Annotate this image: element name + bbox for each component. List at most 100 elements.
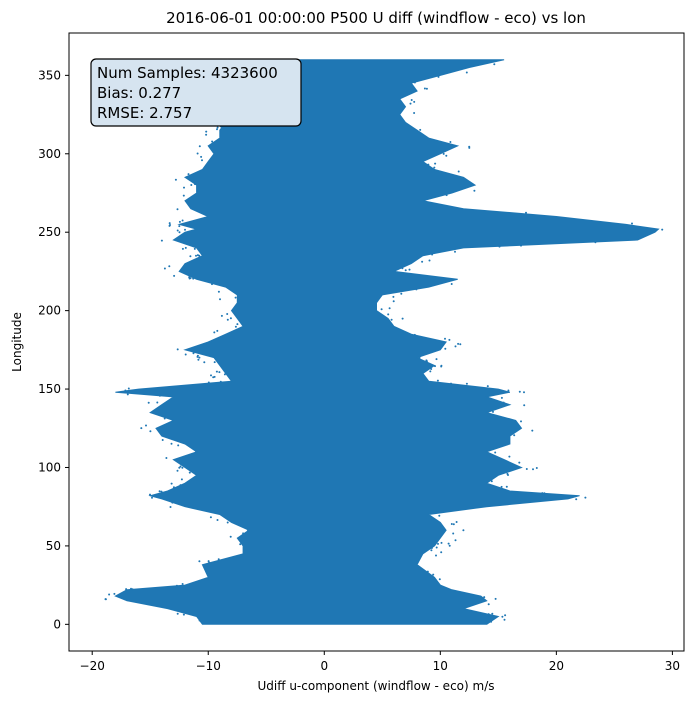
scatter-point — [486, 385, 489, 388]
scatter-point — [172, 486, 175, 489]
scatter-point — [193, 247, 196, 250]
scatter-point — [449, 141, 452, 143]
scatter-point — [171, 501, 174, 504]
scatter-point — [487, 603, 490, 606]
scatter-point — [195, 254, 197, 257]
y-ticks: 0 50 100 150 200 250 300 350 — [38, 68, 69, 631]
scatter-point — [158, 394, 161, 397]
scatter-point — [160, 490, 163, 493]
scatter-point — [195, 450, 198, 453]
scatter-point — [520, 420, 522, 423]
scatter-point — [211, 283, 213, 286]
scatter-point — [192, 277, 195, 280]
scatter-point — [532, 468, 534, 471]
scatter-point — [145, 424, 147, 427]
stats-bias: Bias: 0.277 — [97, 84, 181, 102]
scatter-point — [504, 614, 507, 617]
scatter-point — [176, 229, 179, 232]
scatter-point — [189, 277, 192, 280]
scatter-point — [404, 269, 407, 272]
scatter-point — [413, 81, 416, 84]
scatter-point — [447, 542, 450, 545]
scatter-point — [575, 498, 578, 501]
y-tick-label: 50 — [46, 539, 61, 553]
scatter-point — [387, 313, 390, 316]
scatter-point — [208, 561, 211, 564]
scatter-point — [209, 516, 212, 519]
scatter-point — [430, 549, 433, 552]
scatter-point — [426, 570, 429, 573]
scatter-point — [437, 542, 439, 545]
scatter-point — [437, 75, 440, 78]
x-tick-label: 10 — [433, 659, 448, 673]
scatter-point — [211, 140, 214, 143]
scatter-point — [184, 246, 187, 249]
scatter-point — [487, 613, 490, 616]
scatter-point — [438, 578, 441, 581]
x-tick-label: 0 — [320, 659, 328, 673]
scatter-point — [246, 528, 249, 531]
scatter-point — [226, 313, 229, 315]
scatter-point — [525, 468, 528, 470]
scatter-point — [450, 283, 453, 285]
scatter-point — [418, 356, 421, 359]
scatter-point — [216, 128, 218, 131]
scatter-point — [108, 593, 111, 596]
scatter-point — [113, 592, 116, 595]
scatter-point — [454, 250, 456, 253]
scatter-point — [173, 274, 176, 277]
scatter-point — [184, 228, 186, 231]
scatter-point — [491, 612, 494, 615]
scatter-point — [213, 331, 216, 334]
scatter-point — [508, 455, 511, 458]
scatter-point — [196, 152, 199, 155]
x-tick-label: 20 — [549, 659, 564, 673]
scatter-point — [500, 485, 503, 488]
scatter-point — [390, 318, 393, 321]
scatter-point — [438, 514, 441, 517]
scatter-point — [520, 244, 522, 247]
scatter-point — [182, 194, 185, 197]
scatter-point — [223, 373, 226, 376]
scatter-point — [220, 314, 223, 317]
scatter-point — [388, 307, 391, 310]
scatter-point — [459, 343, 462, 346]
scatter-point — [194, 183, 196, 186]
scatter-point — [161, 439, 164, 441]
scatter-point — [149, 493, 151, 496]
scatter-point — [207, 381, 210, 384]
scatter-point — [421, 260, 424, 263]
scatter-point — [455, 521, 458, 523]
scatter-point — [181, 583, 184, 585]
scatter-point — [531, 429, 534, 432]
scatter-point — [147, 401, 150, 404]
scatter-point — [176, 612, 179, 615]
scatter-point — [584, 496, 587, 499]
scatter-point — [457, 342, 460, 345]
scatter-point — [465, 382, 468, 385]
y-tick-label: 100 — [38, 460, 61, 474]
scatter-point — [192, 352, 195, 355]
x-axis-label: Udiff u-component (windflow - eco) m/s — [258, 679, 495, 693]
scatter-point — [444, 337, 446, 340]
scatter-point — [429, 370, 432, 373]
scatter-point — [226, 318, 229, 321]
scatter-point — [500, 396, 503, 399]
scatter-point — [234, 296, 237, 299]
scatter-point — [188, 471, 191, 474]
scatter-point — [427, 163, 430, 166]
scatter-point — [413, 333, 416, 336]
scatter-point — [543, 492, 546, 495]
scatter-point — [198, 254, 201, 257]
scatter-point — [631, 222, 633, 225]
scatter-point — [242, 532, 245, 535]
scatter-point — [176, 208, 179, 211]
scatter-point — [457, 170, 460, 173]
scatter-point — [493, 63, 496, 66]
scatter-point — [203, 361, 206, 364]
scatter-point — [432, 573, 435, 576]
scatter-point — [187, 173, 190, 176]
scatter-point — [169, 506, 172, 508]
scatter-point — [201, 159, 203, 162]
